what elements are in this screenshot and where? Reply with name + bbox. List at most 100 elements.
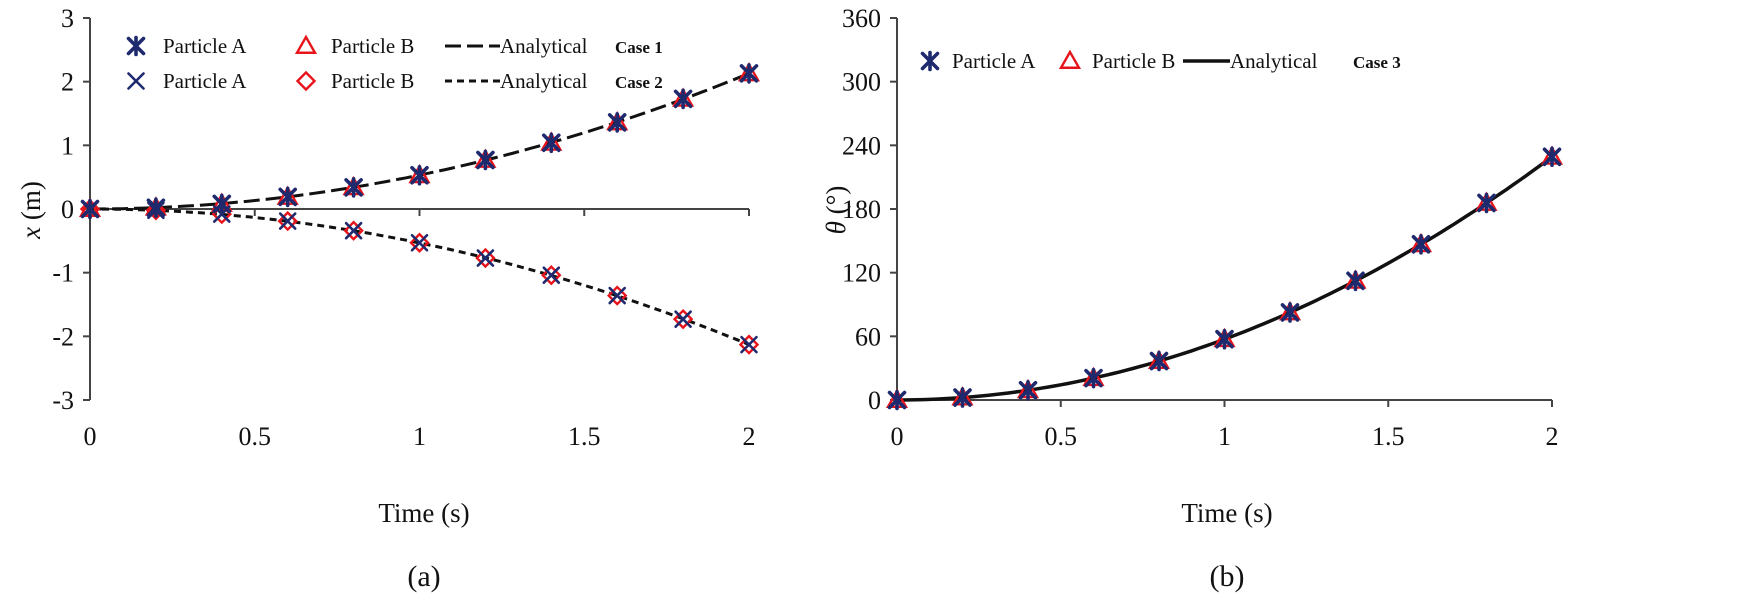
legend-diamond-marker-shape (295, 70, 317, 92)
legend-label-case2-particle-a: Particle A (163, 69, 247, 93)
a-point-diamond (409, 232, 430, 253)
a-point-star (541, 132, 561, 154)
panel-b-caption: (b) (1210, 560, 1245, 593)
a-y-tick-label: 0 (61, 195, 74, 224)
legend-label-case3-particle-a: Particle A (952, 49, 1036, 73)
b-x-tick-label: 1 (1218, 422, 1231, 451)
b-y-tick-label: 60 (855, 322, 881, 351)
a-point-x (410, 233, 429, 252)
b-point-star (1280, 302, 1300, 323)
a-y-tick-label: 2 (61, 68, 74, 97)
a-point-diamond-shape (343, 220, 364, 241)
panel-b-chart: 0 60 120 180 240 300 360 0 0.5 1 1.5 2 Time (s) θ (… (821, 4, 1564, 593)
b-point-star (887, 389, 907, 411)
legend-marker-case1-particle-b (294, 34, 318, 54)
a-x-tick-label: 0 (84, 422, 97, 451)
a-y-tick-label: -2 (52, 322, 74, 351)
a-point-diamond (145, 200, 167, 221)
a-point-star (278, 186, 298, 208)
a-y-tick-label: 3 (61, 4, 74, 33)
legend-triangle-marker (1058, 49, 1082, 69)
b-y-tick-label: 120 (842, 259, 881, 288)
legend-label-case1-particle-b: Particle B (331, 34, 414, 58)
a-point-diamond-shape (277, 210, 298, 232)
b-x-tick-label: 1.5 (1372, 422, 1405, 451)
a-point-x-stroke (81, 200, 99, 218)
a-point-x-stroke (278, 212, 297, 230)
panel-b-legend: Particle A Particle B Analytical Case 3 (920, 49, 1401, 73)
panel-a-chart: -3 -2 -1 0 1 2 3 0 0.5 1 1.5 2 Time (s) x (m) (a) P… (16, 4, 761, 593)
a-point-diamond (541, 265, 562, 286)
panel-a-y-axis-symbol: x (16, 227, 46, 240)
panel-a-legend: Particle A Particle B Analytical Case 1 … (126, 34, 663, 93)
b-y-tick-label: 240 (842, 131, 881, 160)
legend-star-marker (920, 50, 940, 72)
panel-b-x-axis-label: Time (s) (1181, 498, 1272, 528)
panel-a-markers (78, 61, 761, 355)
a-point-x-stroke (410, 233, 429, 252)
legend-label-case3-particle-b: Particle B (1092, 49, 1175, 73)
a-point-x (476, 249, 495, 267)
panel-b-markers (885, 145, 1564, 411)
a-point-star (673, 88, 693, 110)
a-point-x-stroke (674, 310, 692, 328)
panel-b-y-axis-unit: (°) (821, 186, 851, 222)
a-point-diamond-shape (541, 265, 562, 286)
panel-b-y-axis-label: θ (°) (821, 186, 851, 235)
b-y-tick-label: 360 (842, 4, 881, 33)
a-point-diamond-shape (475, 247, 496, 269)
legend-triangle-marker-shape (1058, 49, 1082, 69)
a-x-tick-label: 0.5 (239, 422, 272, 451)
legend-marker-case2-particle-b (295, 70, 317, 92)
legend-label-case1-analytical: Analytical (500, 34, 588, 58)
legend-diamond-marker (295, 70, 317, 92)
a-point-diamond-shape (145, 200, 167, 221)
a-point-x-stroke (344, 221, 363, 240)
panel-b-y-axis-symbol: θ (821, 221, 851, 234)
legend-x-marker-stroke (127, 72, 145, 90)
legend-label-case1-particle-a: Particle A (163, 34, 247, 58)
b-y-tick-label: 0 (868, 386, 881, 415)
b-point-star (1018, 379, 1038, 401)
a-x-tick-label: 2 (743, 422, 756, 451)
a-point-x-stroke (213, 205, 231, 223)
legend-case3-label: Case 3 (1353, 53, 1401, 72)
a-point-diamond (672, 308, 694, 330)
a-point-x-stroke (608, 286, 627, 305)
legend-label-case2-particle-b: Particle B (331, 69, 414, 93)
a-point-star (410, 164, 429, 186)
panel-b-axes (890, 17, 1553, 407)
a-point-diamond-shape (607, 285, 628, 306)
panel-a-caption: (a) (407, 560, 440, 593)
legend-case2-label: Case 2 (615, 73, 663, 92)
legend-star-marker (126, 35, 146, 57)
a-point-x (278, 212, 297, 230)
b-x-tick-label: 2 (1546, 422, 1559, 451)
a-point-diamond (475, 247, 496, 269)
b-y-tick-label: 300 (842, 68, 881, 97)
legend-triangle-marker (294, 34, 318, 54)
b-x-tick-label: 0 (891, 422, 904, 451)
a-point-star (344, 177, 363, 198)
a-point-x (344, 221, 363, 240)
a-y-tick-label: -1 (52, 259, 74, 288)
a-point-x-stroke (476, 249, 495, 267)
b-point-star (1084, 367, 1103, 389)
legend-marker-case2-particle-a (127, 72, 145, 90)
a-y-tick-label: -3 (52, 386, 74, 415)
a-point-star (607, 112, 627, 133)
a-point-x (542, 266, 561, 285)
a-analytical-line-2 (90, 72, 750, 211)
a-point-x (608, 286, 627, 305)
a-point-x (81, 200, 99, 218)
b-point-star (1346, 270, 1365, 292)
legend-marker-case3-particle-b (1058, 49, 1082, 69)
legend-label-case3-analytical: Analytical (1230, 49, 1318, 73)
legend-triangle-marker-shape (294, 34, 318, 54)
a-point-star (146, 197, 166, 219)
a-point-star (739, 63, 759, 84)
b-point-star (1542, 146, 1562, 168)
b-point-star (1411, 234, 1431, 255)
panel-a-x-axis-label: Time (s) (378, 498, 469, 528)
